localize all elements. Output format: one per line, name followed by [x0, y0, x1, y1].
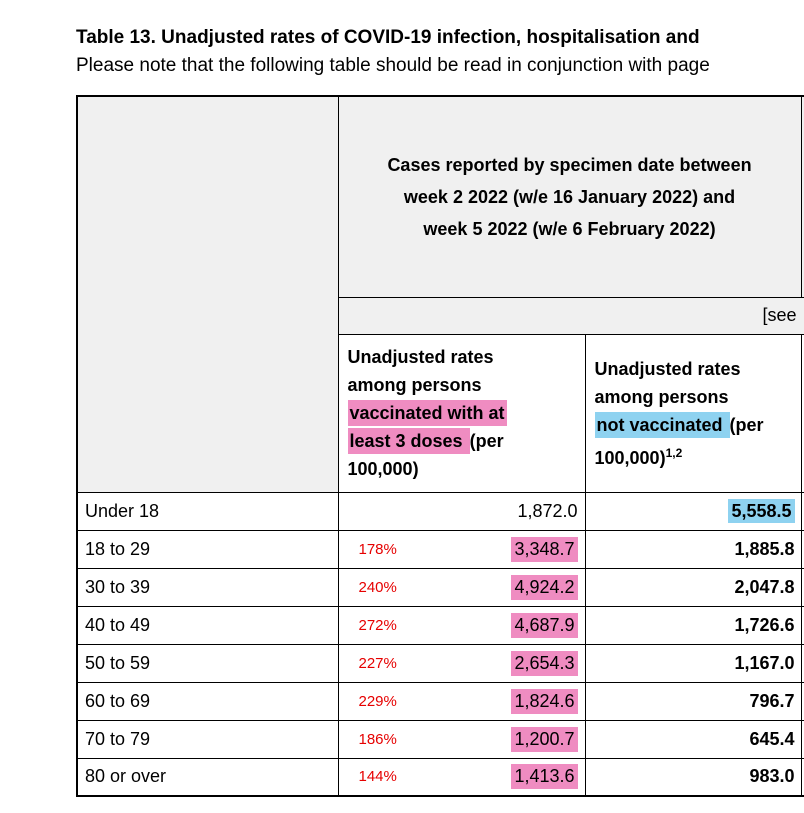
vaccinated-rate-value: 3,348.7	[511, 536, 578, 562]
unvaccinated-rate-value: 1,167.0	[734, 652, 795, 673]
vaccinated-rate-value: 2,654.3	[511, 650, 578, 676]
age-group-cell: 60 to 69	[76, 681, 339, 721]
percent-change-value: 178%	[358, 540, 397, 558]
vaccinated-highlight: vaccinated with at	[347, 400, 507, 426]
vaccinated-rate-value: 1,200.7	[511, 726, 578, 752]
vaccinated-rate-cell: 1,872.0	[337, 491, 586, 531]
unvaccinated-rate-cell: 2,047.8	[584, 567, 802, 607]
see-note-cell: [see	[337, 296, 804, 335]
unvaccinated-rate-cell: 796.7	[584, 681, 802, 721]
cases-period-line: week 2 2022 (w/e 16 January 2022) and	[403, 186, 736, 207]
unvaccinated-header-line: Unadjusted rates	[594, 358, 741, 379]
age-group-cell: 40 to 49	[76, 605, 339, 645]
see-note-text: [see	[762, 305, 797, 325]
age-group-cell: Under 18	[76, 491, 339, 531]
vaccinated-rate-value: 4,924.2	[511, 574, 578, 600]
cutoff-column-cell	[800, 757, 804, 797]
vaccinated-rate-cell: 178% 3,348.7	[337, 529, 586, 569]
unvaccinated-header-line: 100,000)	[594, 447, 666, 468]
cases-period-line: Cases reported by specimen date between	[387, 154, 752, 175]
vaccinated-rate-cell: 229% 1,824.6	[337, 681, 586, 721]
unvaccinated-rates-header-cell: Unadjusted rates among persons not vacci…	[584, 333, 802, 493]
unvaccinated-rate-cell: 1,885.8	[584, 529, 802, 569]
table-row: Cases reported by specimen date between …	[76, 95, 804, 493]
unvaccinated-header-line: (per	[729, 414, 764, 435]
document-note: Please note that the following table sho…	[76, 55, 710, 76]
table-row: 40 to 49 272% 4,687.9 1,726.6	[76, 605, 804, 645]
table-row: 18 to 29 178% 3,348.7 1,885.8	[76, 529, 804, 569]
vaccinated-rate-cell: 144% 1,413.6	[337, 757, 586, 797]
vaccinated-header-line: 100,000)	[347, 459, 419, 479]
age-group-header-cell	[76, 95, 339, 493]
cases-period-line: week 5 2022 (w/e 6 February 2022)	[423, 218, 716, 239]
table-row: 80 or over 144% 1,413.6 983.0	[76, 757, 804, 797]
vaccinated-rate-value: 1,824.6	[511, 688, 578, 714]
unvaccinated-highlight: not vaccinated	[594, 411, 730, 438]
unvaccinated-rate-value: 645.4	[749, 728, 795, 749]
vaccinated-rate-cell: 227% 2,654.3	[337, 643, 586, 683]
vaccinated-rate-cell: 272% 4,687.9	[337, 605, 586, 645]
unvaccinated-rate-value: 2,047.8	[734, 576, 795, 597]
covid-rates-table: Cases reported by specimen date between …	[76, 95, 804, 807]
vaccinated-rate-value: 1,872.0	[517, 500, 578, 521]
unvaccinated-rate-value: 983.0	[749, 766, 795, 787]
unvaccinated-header-line: among persons	[594, 386, 729, 407]
percent-change-value: 272%	[358, 616, 397, 634]
vaccinated-header-line: Unadjusted rates	[347, 347, 494, 367]
footnote-marker: 1,2	[665, 445, 683, 460]
percent-change-value: 144%	[358, 768, 397, 786]
vaccinated-rate-cell: 186% 1,200.7	[337, 719, 586, 759]
percent-change-value: 227%	[358, 654, 397, 672]
unvaccinated-rate-cell: 1,726.6	[584, 605, 802, 645]
table-row: 30 to 39 240% 4,924.2 2,047.8	[76, 567, 804, 607]
vaccinated-rate-value: 1,413.6	[511, 764, 578, 790]
unvaccinated-rate-value: 796.7	[749, 690, 795, 711]
unvaccinated-rate-cell: 5,558.5	[584, 491, 802, 531]
vaccinated-rate-value: 4,687.9	[511, 612, 578, 638]
cases-period-header-cell: Cases reported by specimen date between …	[337, 95, 802, 298]
age-group-cell: 70 to 79	[76, 719, 339, 759]
unvaccinated-rate-value: 1,726.6	[734, 614, 795, 635]
unvaccinated-rate-cell: 983.0	[584, 757, 802, 797]
age-group-cell: 18 to 29	[76, 529, 339, 569]
vaccinated-rate-cell: 240% 4,924.2	[337, 567, 586, 607]
table-row: 70 to 79 186% 1,200.7 645.4	[76, 719, 804, 759]
vaccinated-header-line: among persons	[347, 375, 482, 395]
vaccinated-rates-header-cell: Unadjusted rates among persons vaccinate…	[337, 333, 586, 493]
table-row: 50 to 59 227% 2,654.3 1,167.0	[76, 643, 804, 683]
table-row: 60 to 69 229% 1,824.6 796.7	[76, 681, 804, 721]
age-group-cell: 30 to 39	[76, 567, 339, 607]
unvaccinated-rate-cell: 645.4	[584, 719, 802, 759]
age-group-cell: 50 to 59	[76, 643, 339, 683]
rates-table: Cases reported by specimen date between …	[76, 95, 804, 797]
vaccinated-header-line: (per	[469, 431, 504, 451]
table-row: Under 18 1,872.0 5,558.5	[76, 491, 804, 531]
unvaccinated-rate-value: 1,885.8	[734, 538, 795, 559]
document-title: Table 13. Unadjusted rates of COVID-19 i…	[76, 27, 700, 48]
percent-change-value: 240%	[358, 578, 397, 596]
unvaccinated-rate-cell: 1,167.0	[584, 643, 802, 683]
percent-change-value: 186%	[358, 730, 397, 748]
age-group-cell: 80 or over	[76, 757, 339, 797]
percent-change-value: 229%	[358, 692, 397, 710]
unvaccinated-rate-value: 5,558.5	[728, 498, 795, 523]
vaccinated-highlight: least 3 doses	[347, 428, 470, 454]
